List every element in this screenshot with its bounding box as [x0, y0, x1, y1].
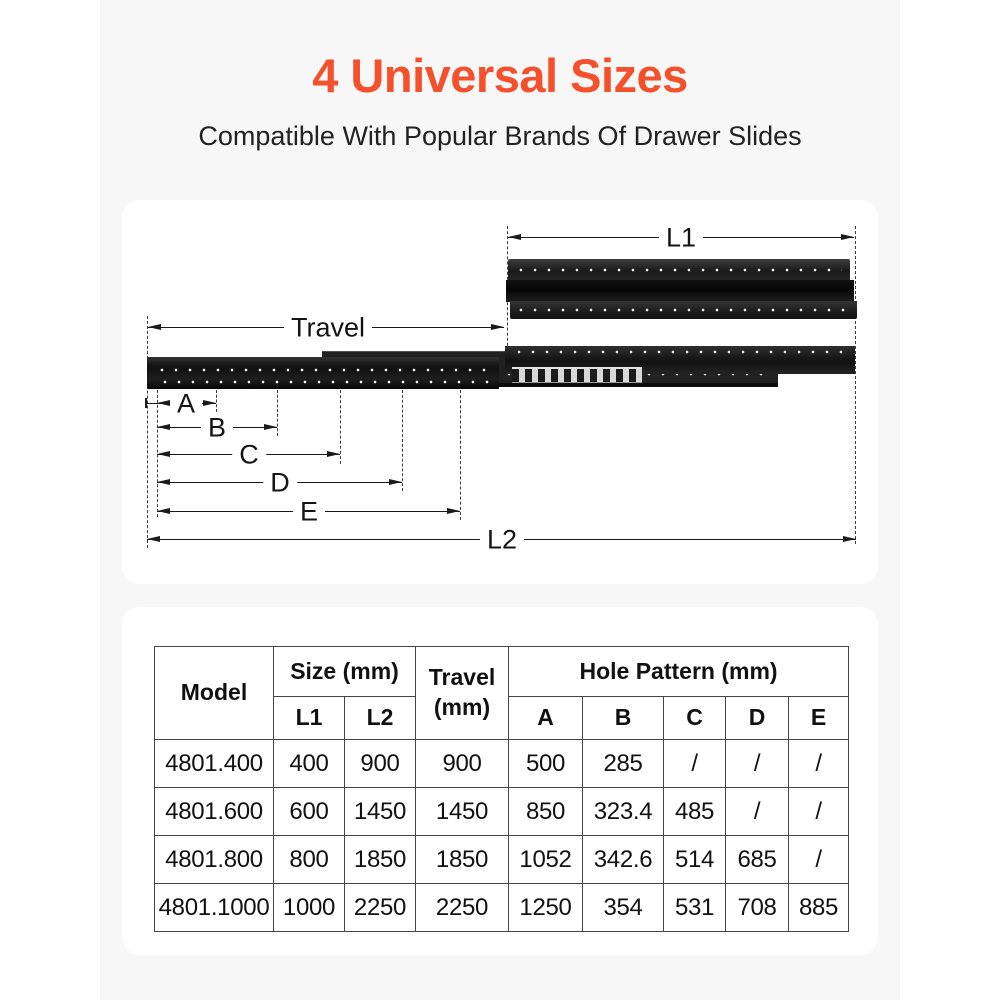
cell-a: 500 — [508, 739, 584, 788]
cell-l2: 2250 — [343, 883, 417, 932]
spec-table-card: Model Size (mm) Travel (mm) Hole Pattern… — [122, 607, 878, 955]
closed-slide-body — [506, 280, 854, 302]
ext-line-hole-b — [277, 390, 278, 436]
dim-label-a: A — [169, 390, 203, 418]
arrowhead-b-right — [264, 424, 277, 430]
closed-slide-bottom-flange — [510, 301, 857, 319]
ext-line-left — [147, 316, 148, 548]
cell-a: 1052 — [508, 835, 584, 884]
cell-model: 4801.400 — [154, 739, 274, 788]
cell-d: / — [725, 739, 790, 788]
arrowhead-c-right — [327, 451, 340, 457]
table-row: 4801.600 600 1450 1450 850 323.4 485 / / — [154, 787, 850, 836]
arrowhead-e-right — [447, 508, 460, 514]
cell-travel: 900 — [415, 739, 510, 788]
cell-l2: 1450 — [343, 787, 417, 836]
closed-slide-top-flange — [508, 259, 850, 281]
header-d: D — [725, 696, 790, 740]
header-l1: L1 — [273, 696, 345, 740]
cell-a: 1250 — [508, 883, 584, 932]
cell-c: 514 — [663, 835, 727, 884]
header-model: Model — [154, 646, 274, 740]
header-e: E — [788, 696, 850, 740]
arrowhead-d-left — [157, 479, 170, 485]
spec-table: Model Size (mm) Travel (mm) Hole Pattern… — [154, 646, 850, 932]
ext-line-hole-d — [402, 390, 403, 491]
cell-model: 4801.800 — [154, 835, 274, 884]
arrowhead-c-left — [157, 451, 170, 457]
cell-d: 708 — [725, 883, 790, 932]
header-b: B — [582, 696, 665, 740]
extended-slide-front-rail — [147, 357, 499, 389]
arrowhead-l2-right — [843, 536, 856, 542]
cell-l1: 800 — [273, 835, 345, 884]
diagram-card: L1 Travel A B — [122, 200, 878, 584]
header-travel: Travel (mm) — [415, 646, 510, 740]
dim-label-b: B — [200, 414, 234, 442]
arrowhead-l1-right — [841, 234, 854, 240]
arrowhead-l1-left — [508, 234, 521, 240]
header-size: Size (mm) — [272, 646, 417, 697]
screw-holes-row — [158, 380, 489, 384]
cell-l1: 400 — [273, 739, 345, 788]
ext-line-hole-a — [216, 390, 217, 412]
screw-holes-row — [155, 368, 491, 372]
header-c: C — [663, 696, 727, 740]
product-canvas: 4 Universal Sizes Compatible With Popula… — [100, 0, 900, 1000]
cell-b: 342.6 — [582, 835, 665, 884]
cell-model: 4801.1000 — [154, 883, 274, 932]
ball-bearing-cage — [512, 367, 642, 383]
arrowhead-l2-left — [147, 536, 160, 542]
table-row: 4801.800 800 1850 1850 1052 342.6 514 68… — [154, 835, 850, 884]
cell-e: / — [788, 787, 850, 836]
arrowhead-b-left — [157, 424, 170, 430]
cell-l2: 1850 — [343, 835, 417, 884]
cell-c: 531 — [663, 883, 727, 932]
page-subtitle: Compatible With Popular Brands Of Drawer… — [198, 121, 802, 151]
cell-l1: 1000 — [273, 883, 345, 932]
header-l2: L2 — [343, 696, 417, 740]
header-hole-pattern: Hole Pattern (mm) — [508, 646, 850, 697]
cell-b: 323.4 — [582, 787, 665, 836]
dim-label-d: D — [263, 469, 297, 497]
cell-c: / — [663, 739, 727, 788]
arrowhead-d-right — [389, 479, 402, 485]
cell-d: / — [725, 787, 790, 836]
cell-c: 485 — [663, 787, 727, 836]
table-row: 4801.1000 1000 2250 2250 1250 354 531 70… — [154, 883, 850, 932]
dim-label-e: E — [292, 498, 326, 526]
screw-holes-row — [514, 308, 847, 312]
ext-line-right — [855, 226, 856, 544]
cell-travel: 1850 — [415, 835, 510, 884]
cell-model: 4801.600 — [154, 787, 274, 836]
header-a: A — [508, 696, 584, 740]
dim-label-l1: L1 — [658, 224, 704, 252]
table-row: 4801.400 400 900 900 500 285 / / / — [154, 739, 850, 788]
cell-b: 285 — [582, 739, 665, 788]
cell-l1: 600 — [273, 787, 345, 836]
arrowhead-e-left — [157, 508, 170, 514]
page-title: 4 Universal Sizes — [312, 49, 688, 102]
arrowhead-a-right — [203, 400, 216, 406]
arrowhead-travel-right — [491, 324, 504, 330]
cell-e: 885 — [788, 883, 850, 932]
screw-holes-row — [514, 268, 842, 272]
cell-l2: 900 — [343, 739, 417, 788]
cell-travel: 1450 — [415, 787, 510, 836]
arrowhead-a-left — [157, 400, 170, 406]
cell-d: 685 — [725, 835, 790, 884]
arrowhead-travel-left — [148, 324, 161, 330]
screw-holes-row — [512, 350, 847, 354]
cell-a: 850 — [508, 787, 584, 836]
ext-line-hole-e — [460, 390, 461, 520]
dim-label-travel: Travel — [283, 314, 373, 342]
dim-label-l2: L2 — [479, 526, 525, 554]
cell-e: / — [788, 835, 850, 884]
dim-label-c: C — [232, 441, 266, 469]
cell-e: / — [788, 739, 850, 788]
ext-line-hole-c — [340, 390, 341, 464]
cell-b: 354 — [582, 883, 665, 932]
cell-travel: 2250 — [415, 883, 510, 932]
